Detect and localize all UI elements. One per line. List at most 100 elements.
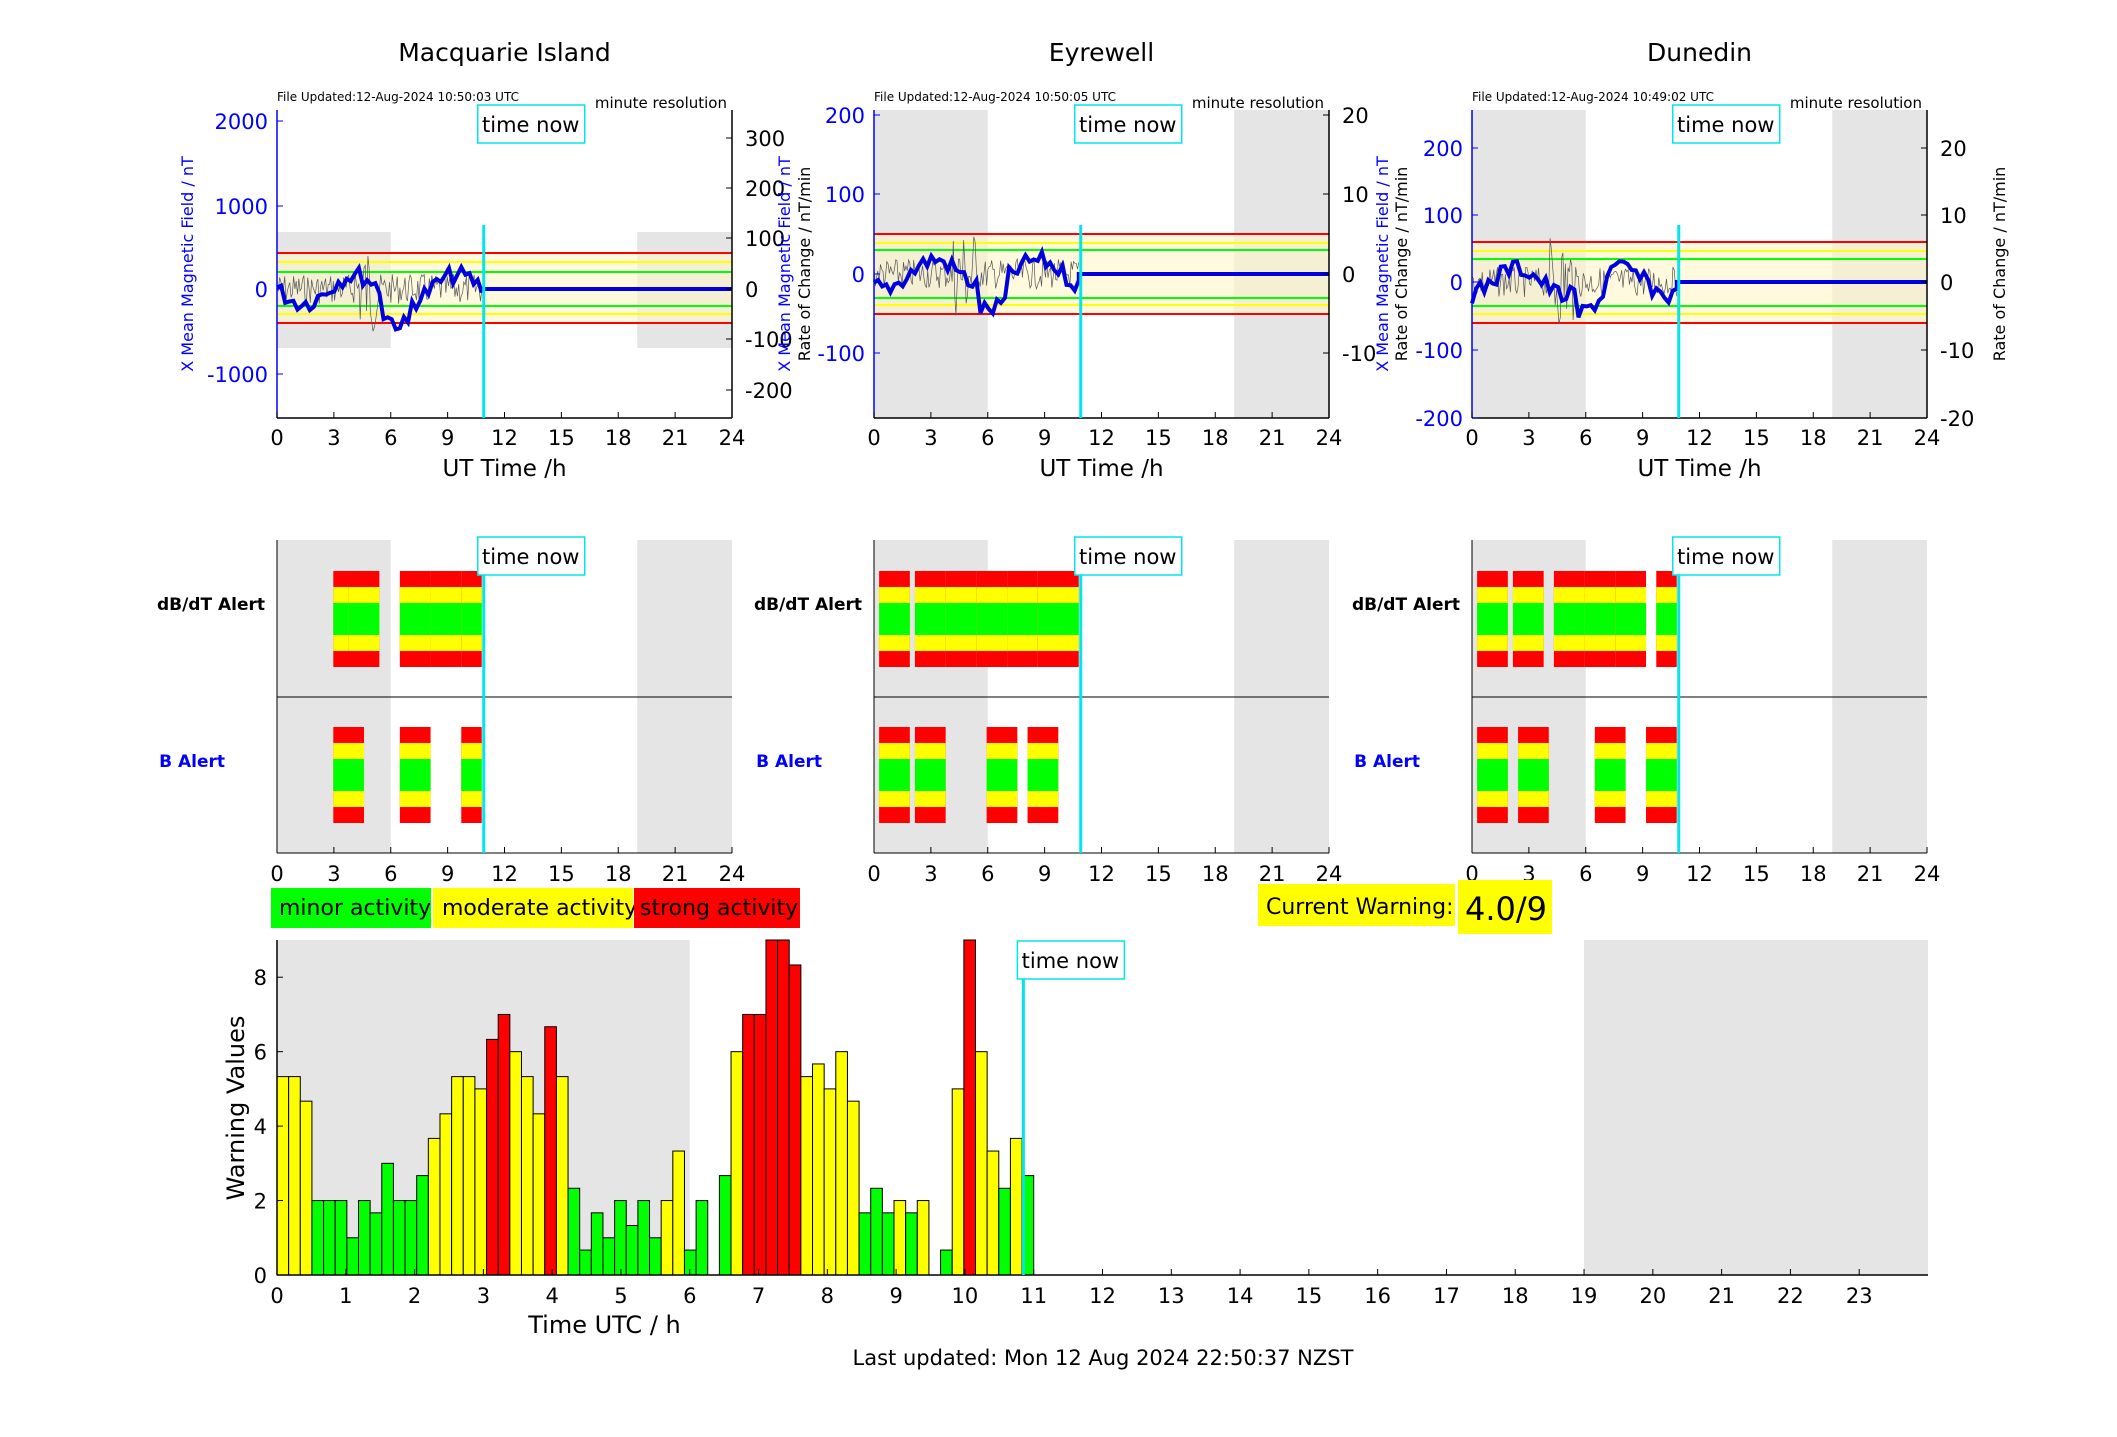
b-alert-label: B Alert: [1354, 752, 1420, 772]
x-tick-label: 0: [867, 426, 880, 450]
legend-moderate-label: moderate activity: [442, 896, 637, 921]
y-tick-label: 6: [254, 1041, 267, 1065]
x-tick-label: 21: [1857, 862, 1884, 886]
y-tick-label: 8: [254, 966, 267, 990]
right-tick-label: 10: [1940, 204, 1967, 228]
left-tick-label: 100: [1423, 204, 1463, 228]
x-tick-label: 13: [1158, 1284, 1185, 1308]
x-tick-label: 15: [548, 426, 575, 450]
right-tick-label: 0: [745, 278, 758, 302]
b-block-minor: [333, 759, 365, 791]
warning-bar: [486, 1038, 499, 1276]
x-tick-label: 1: [339, 1284, 352, 1308]
x-tick-label: 12: [1088, 426, 1115, 450]
file-updated-label: File Updated:12-Aug-2024 10:49:02 UTC: [1472, 90, 1714, 104]
x-tick-label: 3: [1522, 426, 1535, 450]
x-axis-label: UT Time /h: [442, 456, 566, 482]
x-tick-label: 21: [662, 862, 689, 886]
x-tick-label: 21: [1259, 862, 1286, 886]
magnetic-field-trace: [1470, 259, 1927, 318]
y-tick-label: 2: [254, 1190, 267, 1214]
station-panel-dunedin: time now Dunedin File Updated:12-Aug-2024 …: [1373, 38, 2009, 482]
dbdt-block-minor: [1068, 603, 1079, 635]
resolution-label: minute resolution: [1790, 94, 1922, 112]
x-tick-label: 0: [867, 862, 880, 886]
x-tick-label: 18: [605, 862, 632, 886]
x-tick-label: 12: [1089, 1284, 1116, 1308]
x-tick-label: 16: [1364, 1284, 1391, 1308]
legend-strong-label: strong activity: [640, 896, 798, 921]
left-tick-label: -100: [817, 342, 865, 366]
b-block-minor: [1594, 759, 1626, 791]
b-block-minor: [1477, 759, 1508, 791]
dbdt-block-minor: [1553, 603, 1585, 635]
warning-bar: [846, 1100, 860, 1276]
warning-bar: [404, 1200, 418, 1276]
b-alert-label: B Alert: [159, 752, 225, 772]
left-tick-label: 200: [825, 104, 865, 128]
x-tick-label: 6: [981, 862, 994, 886]
x-tick-label: 21: [1708, 1284, 1735, 1308]
alert-panel-macquarie-island: time now dB/dT Alert B Alert 0 3 6 9 12 15 18 21 24: [157, 536, 745, 886]
b-block-minor: [1027, 759, 1059, 791]
x-tick-label: 18: [605, 426, 632, 450]
x-tick-label: 0: [270, 426, 283, 450]
x-tick-label: 0: [1465, 426, 1478, 450]
x-tick-label: 12: [491, 862, 518, 886]
station-title: Macquarie Island: [398, 38, 611, 67]
x-tick-label: 7: [752, 1284, 765, 1308]
warning-bar: [602, 1237, 616, 1276]
warning-bar: [730, 1051, 744, 1276]
warning-bar: [823, 1088, 837, 1276]
warning-bar: [975, 1051, 988, 1276]
right-tick-label: 200: [745, 177, 785, 201]
current-warning-label: Current Warning:: [1266, 895, 1453, 920]
warning-bar: [998, 1187, 1011, 1276]
warning-bar: [323, 1200, 336, 1276]
time-now-box: [477, 104, 586, 144]
x-tick-label: 9: [441, 862, 454, 886]
x-tick-label: 18: [1502, 1284, 1529, 1308]
dbdt-block-minor: [914, 603, 946, 635]
time-now-box: [1672, 104, 1781, 144]
x-tick-label: 3: [477, 1284, 490, 1308]
warning-bar: [835, 1051, 848, 1276]
x-tick-label: 17: [1433, 1284, 1460, 1308]
x-tick-label: 18: [1800, 426, 1827, 450]
legend-moderate-swatch: [433, 888, 633, 928]
warning-bar: [614, 1200, 627, 1276]
x-tick-label: 0: [270, 862, 283, 886]
x-tick-label: 9: [889, 1284, 902, 1308]
y-tick-label: 0: [254, 1264, 267, 1288]
warning-bar: [555, 1076, 569, 1276]
right-tick-label: -200: [745, 379, 793, 403]
warning-bar: [334, 1200, 348, 1276]
dbdt-block-minor: [1477, 603, 1508, 635]
current-warning-value: 4.0/9: [1465, 890, 1547, 928]
time-now-label: time now: [1677, 113, 1774, 137]
right-tick-label: -100: [745, 328, 793, 352]
x-tick-label: 12: [1088, 862, 1115, 886]
x-tick-label: 15: [548, 862, 575, 886]
x-tick-label: 12: [491, 426, 518, 450]
warning-bar: [625, 1224, 639, 1276]
x-tick-label: 9: [1636, 426, 1649, 450]
dbdt-block-minor: [1656, 603, 1677, 635]
x-tick-label: 6: [1579, 426, 1592, 450]
x-tick-label: 3: [924, 862, 937, 886]
warning-bar: [392, 1200, 406, 1276]
x-tick-label: 12: [1686, 426, 1713, 450]
dbdt-block-minor: [348, 603, 380, 635]
alert-panel-eyrewell: time now dB/dT Alert B Alert 0 3 6 9 12 15 18 21 24: [754, 536, 1342, 886]
left-axis-label: X Mean Magnetic Field / nT: [775, 156, 794, 372]
left-tick-label: 0: [255, 278, 268, 302]
station-panel-eyrewell: time now Eyrewell File Updated:12-Aug-2024…: [775, 38, 1411, 482]
warning-bar: [963, 939, 977, 1276]
b-block-minor: [986, 759, 1018, 791]
warning-bar: [800, 1076, 814, 1276]
right-axis-label: Rate of Change / nT/min: [1990, 167, 2009, 362]
x-axis-label: UT Time /h: [1637, 456, 1761, 482]
warning-bar: [427, 1137, 441, 1276]
x-tick-label: 6: [1579, 862, 1592, 886]
dbdt-alert-label: dB/dT Alert: [157, 595, 265, 615]
